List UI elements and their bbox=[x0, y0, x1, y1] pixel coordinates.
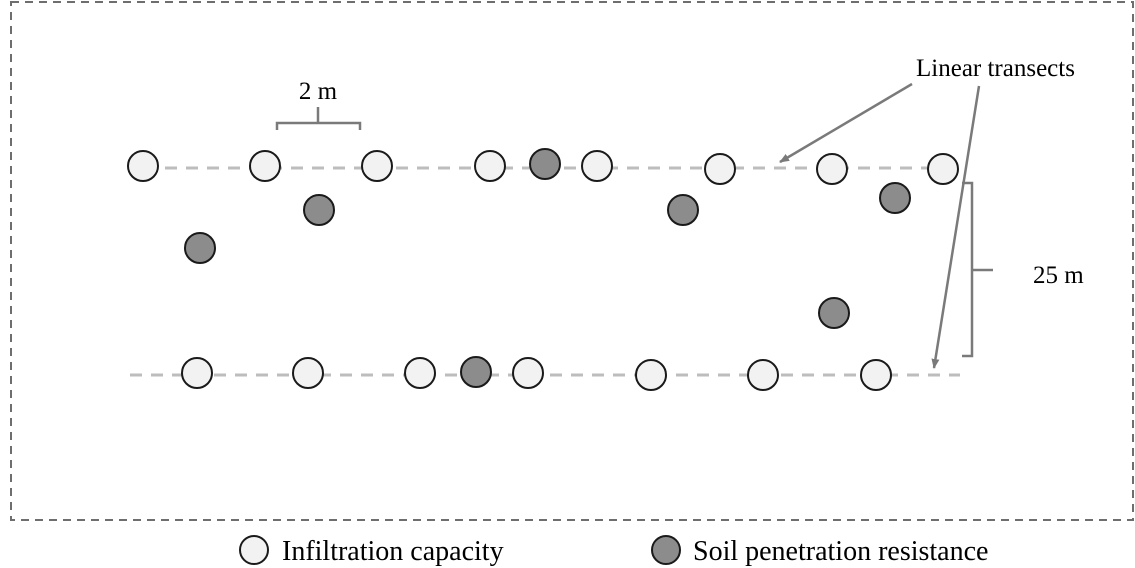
distance-bracket bbox=[962, 181, 993, 358]
penetration-point bbox=[879, 182, 911, 214]
infiltration-point bbox=[747, 359, 779, 391]
penetration-point bbox=[818, 297, 850, 329]
spacing-bracket bbox=[275, 107, 362, 130]
infiltration-point bbox=[581, 150, 613, 182]
infiltration-point bbox=[635, 359, 667, 391]
infiltration-point bbox=[474, 150, 506, 182]
penetration-point bbox=[303, 194, 335, 226]
spacing-label: 2 m bbox=[299, 78, 338, 105]
penetration-point bbox=[529, 148, 561, 180]
penetration-point bbox=[460, 356, 492, 388]
transect-arrow-lower bbox=[931, 85, 981, 369]
penetration-point bbox=[667, 194, 699, 226]
penetration-point bbox=[184, 232, 216, 264]
infiltration-point bbox=[860, 359, 892, 391]
distance-label: 25 m bbox=[1033, 262, 1084, 289]
transect-arrow-upper bbox=[779, 82, 913, 164]
transects-label: Linear transects bbox=[916, 55, 1075, 82]
infiltration-point bbox=[292, 357, 324, 389]
penetration-points bbox=[184, 148, 911, 388]
infiltration-point bbox=[404, 357, 436, 389]
infiltration-point bbox=[249, 150, 281, 182]
infiltration-point bbox=[927, 153, 959, 185]
study-area-border bbox=[10, 1, 1134, 521]
infiltration-point bbox=[361, 150, 393, 182]
infiltration-point bbox=[181, 357, 213, 389]
infiltration-point bbox=[127, 150, 159, 182]
legend: Infiltration capacity Soil penetration r… bbox=[239, 535, 988, 567]
infiltration-point bbox=[816, 153, 848, 185]
infiltration-point bbox=[512, 357, 544, 389]
legend-penetration-symbol bbox=[651, 535, 681, 565]
legend-penetration-label: Soil penetration resistance bbox=[693, 536, 988, 567]
infiltration-point bbox=[704, 153, 736, 185]
infiltration-points bbox=[127, 150, 959, 391]
legend-infiltration-symbol bbox=[239, 535, 269, 565]
legend-infiltration-label: Infiltration capacity bbox=[282, 536, 504, 567]
